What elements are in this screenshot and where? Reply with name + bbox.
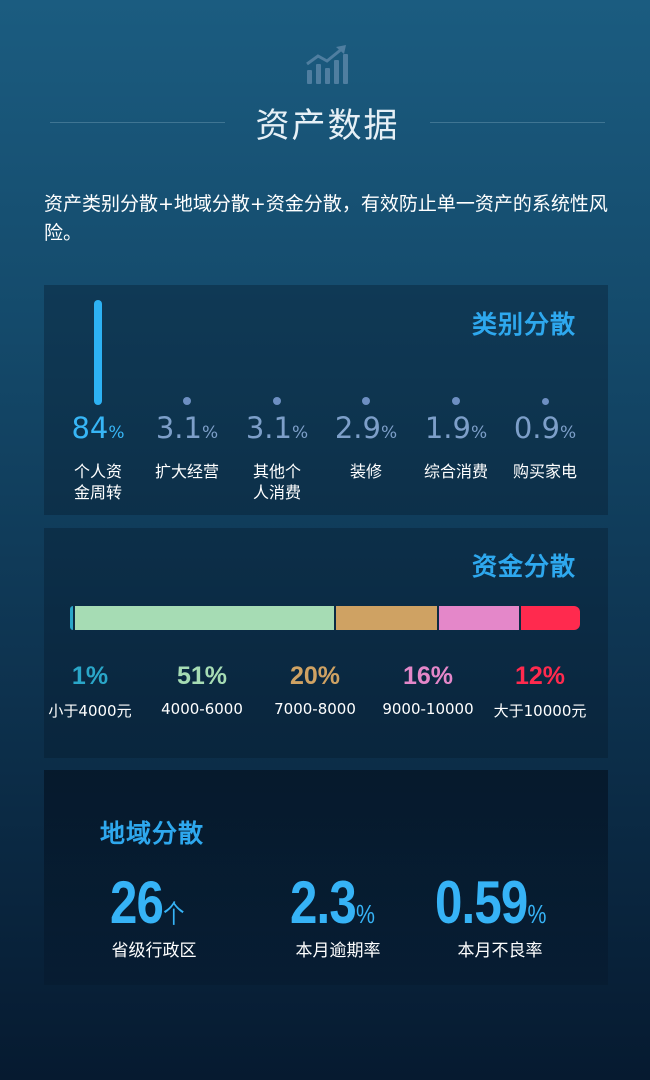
category-label: 装修 bbox=[349, 462, 382, 481]
fund-bar-segment bbox=[70, 606, 74, 630]
category-bar bbox=[183, 397, 191, 405]
category-bar bbox=[94, 300, 102, 405]
fund-category-label: 9000-10000 bbox=[382, 700, 474, 718]
category-panel: 类别分散 84% 个人资 金周转 3.1% 扩大经营 3.1% 其他个 人消费 2.9% 装修 1.… bbox=[44, 285, 608, 515]
category-label: 扩大经营 bbox=[154, 462, 219, 481]
fund-title: 资金分散 bbox=[471, 552, 576, 581]
region-stat-value: 26个 bbox=[110, 869, 184, 936]
title-divider-left bbox=[50, 122, 225, 123]
fund-category-label: 4000-6000 bbox=[161, 700, 243, 718]
category-value-label: 2.9% bbox=[334, 411, 398, 445]
title-divider-right bbox=[430, 122, 605, 123]
region-title: 地域分散 bbox=[100, 819, 205, 848]
intro-text: 资产类别分散+地域分散+资金分散，有效防止单一资产的系统性风险。 bbox=[44, 193, 608, 244]
region-panel: 地域分散 26个 省级行政区 2.3% 本月逾期率 0.59% 本月不良率 bbox=[44, 770, 608, 985]
fund-bar-segment bbox=[520, 606, 580, 630]
fund-panel: 资金分散 1% 小于4000元 51% 4000-6000 20% 7000-8000 16… bbox=[44, 528, 608, 758]
region-stat-label: 本月不良率 bbox=[457, 941, 543, 961]
category-value-label: 3.1% bbox=[155, 411, 219, 445]
category-value-label: 1.9% bbox=[424, 411, 488, 445]
region-stat-label: 省级行政区 bbox=[111, 941, 197, 961]
fund-value-label: 51% bbox=[176, 662, 228, 690]
fund-bar-segment bbox=[438, 606, 519, 630]
region-stat-label: 本月逾期率 bbox=[295, 941, 381, 961]
category-bar bbox=[541, 398, 549, 405]
category-label: 购买家电 bbox=[512, 462, 577, 481]
category-bar bbox=[362, 397, 370, 405]
category-title: 类别分散 bbox=[471, 310, 576, 339]
category-label: 其他个 人消费 bbox=[252, 462, 301, 502]
fund-value-label: 12% bbox=[514, 662, 566, 690]
category-value-label: 3.1% bbox=[245, 411, 309, 445]
category-bar bbox=[452, 397, 460, 405]
category-label: 个人资 金周转 bbox=[73, 462, 122, 502]
fund-bar-segment bbox=[75, 606, 335, 630]
fund-category-label: 小于4000元 bbox=[48, 702, 132, 720]
fund-category-label: 大于10000元 bbox=[493, 702, 587, 720]
fund-category-label: 7000-8000 bbox=[274, 700, 356, 718]
fund-bar-segment bbox=[336, 606, 437, 630]
region-stat-value: 2.3% bbox=[290, 869, 375, 936]
category-value-label: 84% bbox=[71, 411, 125, 445]
region-stat-value: 0.59% bbox=[435, 869, 546, 936]
fund-value-label: 1% bbox=[71, 662, 109, 690]
category-value-label: 0.9% bbox=[513, 411, 577, 445]
fund-value-label: 16% bbox=[402, 662, 454, 690]
page-title: 资产数据 bbox=[255, 106, 400, 146]
category-label: 综合消费 bbox=[423, 462, 488, 481]
category-bar bbox=[273, 397, 281, 405]
bar-chart-trend-icon bbox=[306, 45, 348, 84]
fund-value-label: 20% bbox=[289, 662, 341, 690]
